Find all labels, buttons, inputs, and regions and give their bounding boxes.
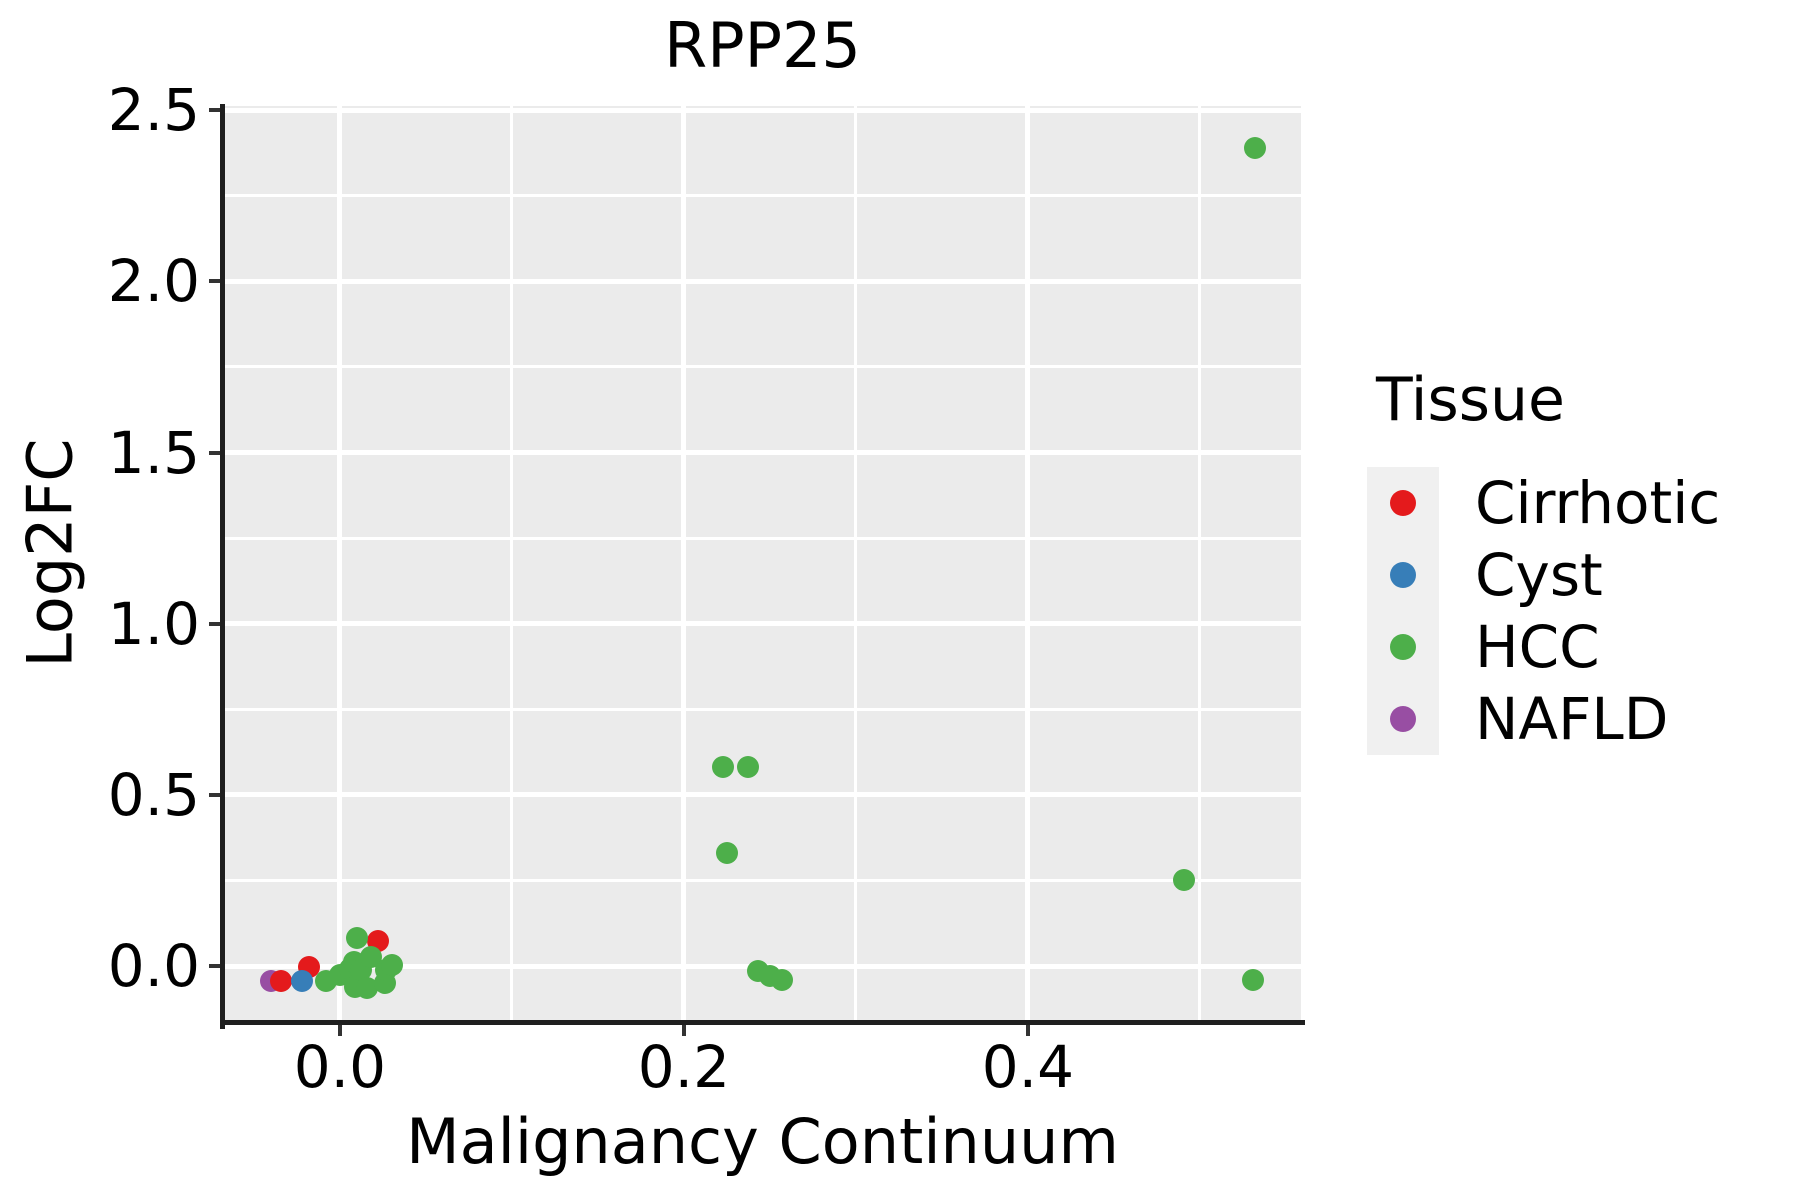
- y-major-gridline: [224, 792, 1301, 798]
- y-axis-title: Log2FC: [13, 438, 87, 668]
- legend-item-cyst: Cyst: [1367, 539, 1800, 611]
- x-tick-mark: [1025, 1025, 1030, 1036]
- x-axis-spine: [220, 1020, 1305, 1025]
- data-point-hcc: [712, 755, 735, 778]
- legend-key-box: [1367, 467, 1439, 539]
- x-major-gridline: [337, 106, 343, 1024]
- y-minor-gridline: [224, 536, 1301, 540]
- y-tick-mark: [209, 621, 220, 626]
- legend-item-label: NAFLD: [1475, 685, 1669, 753]
- legend-item-cirrhotic: Cirrhotic: [1367, 467, 1800, 539]
- y-tick-mark: [209, 279, 220, 284]
- y-tick-label: 0.5: [107, 760, 200, 829]
- y-tick-mark: [209, 450, 220, 455]
- legend-item-label: Cyst: [1475, 541, 1603, 609]
- data-point-hcc: [715, 842, 738, 865]
- y-minor-gridline: [224, 879, 1301, 883]
- data-point-hcc: [380, 954, 403, 977]
- y-minor-gridline: [224, 707, 1301, 711]
- y-tick-mark: [209, 792, 220, 797]
- legend-dot-cirrhotic: [1390, 490, 1416, 516]
- y-minor-gridline: [224, 194, 1301, 198]
- legend-key-box: [1367, 539, 1439, 611]
- data-point-hcc: [1243, 137, 1266, 160]
- y-tick-mark: [209, 964, 220, 969]
- y-axis-spine: [220, 104, 225, 1029]
- data-point-hcc: [1242, 969, 1265, 992]
- y-tick-label: 1.0: [107, 589, 200, 658]
- x-axis-title: Malignancy Continuum: [406, 1105, 1119, 1178]
- y-major-gridline: [224, 278, 1301, 284]
- y-tick-label: 2.0: [107, 247, 200, 316]
- y-tick-label: 2.5: [107, 76, 200, 145]
- x-tick-mark: [681, 1025, 686, 1036]
- data-point-hcc: [356, 977, 379, 1000]
- x-major-gridline: [1025, 106, 1031, 1024]
- y-major-gridline: [224, 621, 1301, 627]
- x-tick-label: 0.4: [981, 1033, 1074, 1101]
- y-major-gridline: [224, 450, 1301, 456]
- legend-key-box: [1367, 683, 1439, 755]
- x-tick-mark: [337, 1025, 342, 1036]
- legend-title: Tissue: [1376, 365, 1565, 435]
- legend-key-box: [1367, 611, 1439, 683]
- y-major-gridline: [224, 107, 1301, 113]
- y-tick-label: 0.0: [107, 932, 200, 1001]
- data-point-cirrhotic: [270, 970, 293, 993]
- plot-panel: [224, 106, 1301, 1024]
- data-point-hcc: [770, 969, 793, 992]
- x-tick-label: 0.2: [637, 1033, 731, 1101]
- legend: Tissue Cirrhotic Cyst HCC NAFLD: [1367, 368, 1800, 788]
- legend-item-nafld: NAFLD: [1367, 683, 1800, 755]
- legend-dot-hcc: [1390, 634, 1416, 660]
- x-minor-gridline: [1198, 106, 1202, 1024]
- legend-item-label: Cirrhotic: [1475, 469, 1721, 537]
- x-minor-gridline: [510, 106, 514, 1024]
- legend-dot-cyst: [1390, 562, 1416, 588]
- x-tick-label: 0.0: [293, 1033, 387, 1101]
- legend-item-label: HCC: [1475, 613, 1600, 681]
- y-tick-mark: [209, 108, 220, 113]
- data-point-cyst: [291, 970, 314, 993]
- y-tick-label: 1.5: [107, 418, 200, 487]
- x-minor-gridline: [854, 106, 858, 1024]
- legend-item-hcc: HCC: [1367, 611, 1800, 683]
- legend-dot-nafld: [1390, 706, 1416, 732]
- x-major-gridline: [681, 106, 687, 1024]
- data-point-hcc: [346, 927, 369, 950]
- data-point-hcc: [736, 755, 759, 778]
- data-point-hcc: [1173, 869, 1196, 892]
- y-minor-gridline: [224, 365, 1301, 369]
- plot-title: RPP25: [664, 9, 861, 82]
